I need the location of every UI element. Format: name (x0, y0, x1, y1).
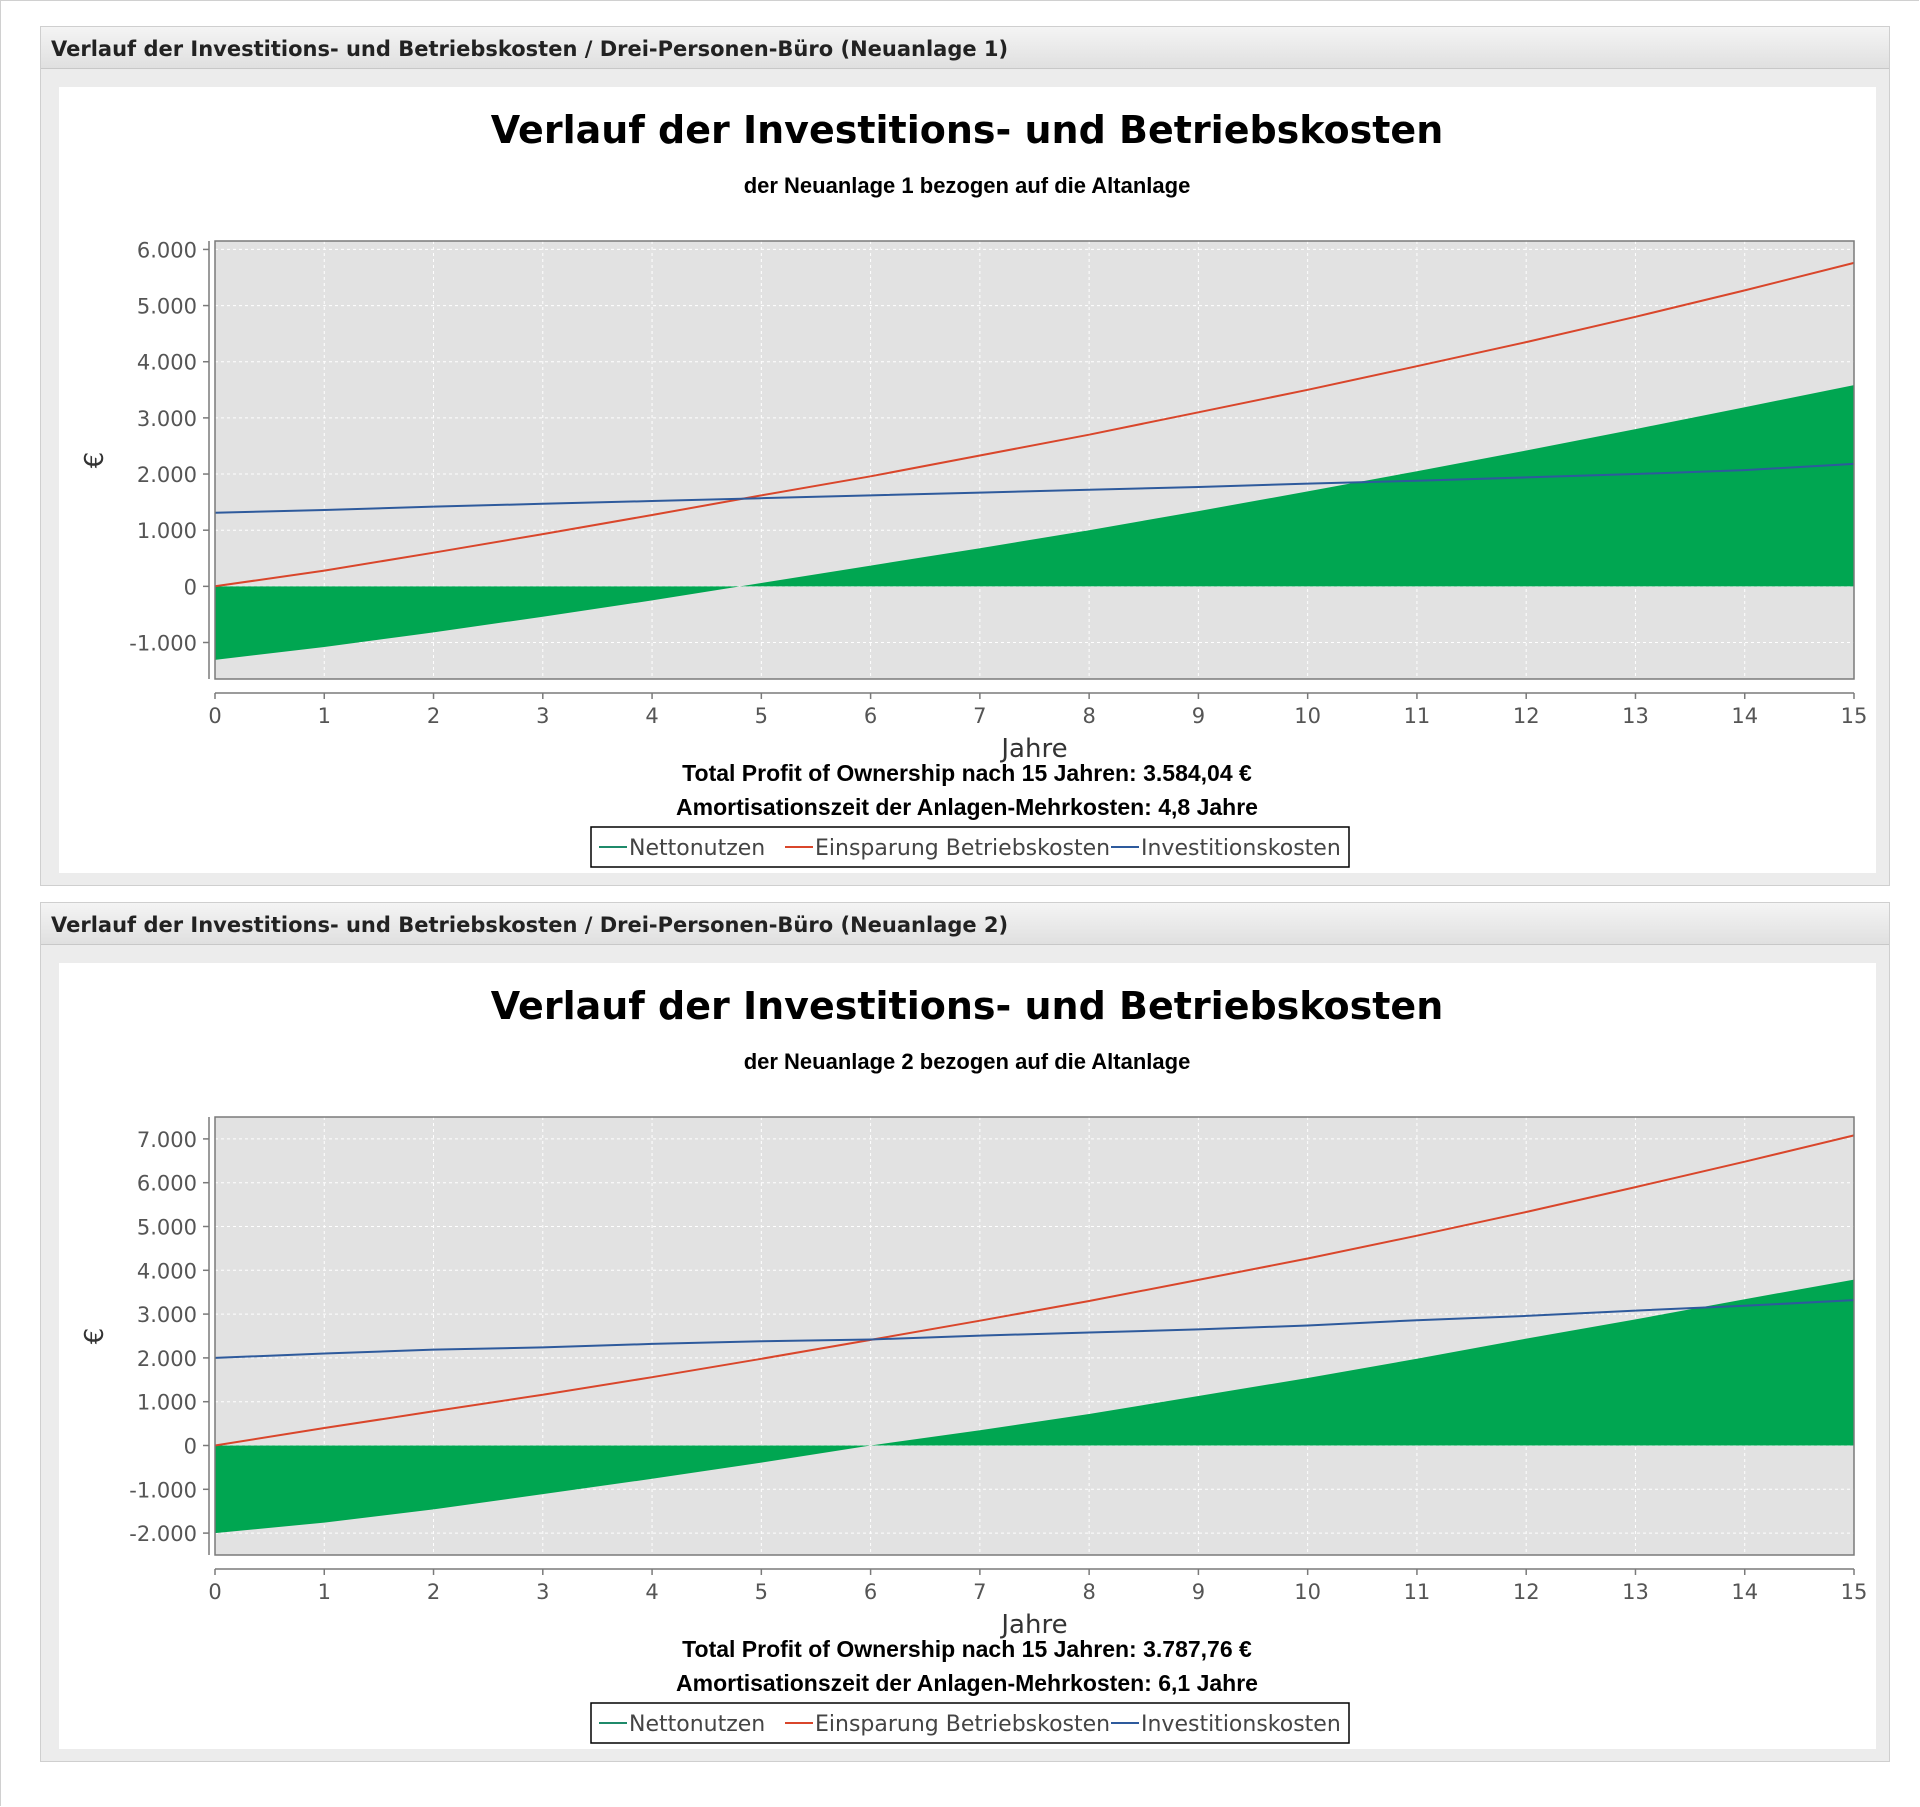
legend-entry-label: Nettonutzen (629, 1712, 765, 1737)
panel-title: Verlauf der Investitions- und Betriebsko… (51, 37, 1009, 61)
y-tick-label: 4.000 (137, 1259, 197, 1283)
chart-legend (590, 826, 1350, 868)
plot-border (214, 1116, 1855, 1556)
panel-header: Verlauf der Investitions- und Betriebsko… (41, 27, 1889, 69)
y-axis-label: € (80, 1328, 110, 1345)
x-tick-label: 11 (1404, 1580, 1431, 1604)
chart-title: Verlauf der Investitions- und Betriebsko… (491, 984, 1444, 1028)
x-tick-label: 1 (318, 704, 331, 728)
y-tick-label: 0 (184, 1435, 197, 1459)
y-tick-label: -1.000 (129, 632, 197, 656)
series-area-nettonutzen (215, 1279, 1854, 1534)
x-tick-label: 6 (864, 1580, 877, 1604)
y-tick-label: 5.000 (137, 1216, 197, 1240)
chart-subtitle: der Neuanlage 2 bezogen auf die Altanlag… (744, 1049, 1191, 1074)
x-tick-label: 4 (645, 704, 658, 728)
summary-amortisation: Amortisationszeit der Anlagen-Mehrkosten… (676, 794, 1258, 820)
x-tick-label: 6 (864, 704, 877, 728)
x-tick-label: 2 (427, 1580, 440, 1604)
y-tick-label: 4.000 (137, 351, 197, 375)
summary-total-profit: Total Profit of Ownership nach 15 Jahren… (682, 760, 1252, 786)
x-tick-label: 14 (1731, 1580, 1758, 1604)
chart-card: Verlauf der Investitions- und Betriebsko… (59, 963, 1876, 1749)
chart-card: Verlauf der Investitions- und Betriebsko… (59, 87, 1876, 873)
legend-entry-label: Einsparung Betriebskosten (815, 836, 1110, 861)
series-line-einsparung (214, 261, 1855, 588)
x-tick-label: 9 (1192, 704, 1205, 728)
x-tick-label: 12 (1513, 1580, 1540, 1604)
chart-neuanlage-1: Verlauf der Investitions- und Betriebsko… (80, 108, 1868, 868)
x-tick-label: 15 (1841, 704, 1868, 728)
x-axis-label: Jahre (999, 1610, 1067, 1640)
x-tick-label: 12 (1513, 704, 1540, 728)
x-tick-label: 8 (1082, 1580, 1095, 1604)
chart-title: Verlauf der Investitions- und Betriebsko… (491, 108, 1444, 152)
y-tick-label: 1.000 (137, 1391, 197, 1415)
x-tick-label: 10 (1294, 1580, 1321, 1604)
x-tick-label: 10 (1294, 704, 1321, 728)
x-axis-label: Jahre (999, 734, 1067, 764)
y-tick-label: 6.000 (137, 1172, 197, 1196)
panel-neuanlage-2: Verlauf der Investitions- und Betriebsko… (40, 902, 1890, 1762)
summary-amortisation: Amortisationszeit der Anlagen-Mehrkosten… (676, 1670, 1258, 1696)
x-tick-label: 13 (1622, 1580, 1649, 1604)
x-tick-label: 1 (318, 1580, 331, 1604)
y-tick-label: 5.000 (137, 295, 197, 319)
y-tick-label: 2.000 (137, 463, 197, 487)
x-tick-label: 7 (973, 1580, 986, 1604)
y-tick-label: 3.000 (137, 1303, 197, 1327)
chart-neuanlage-2: Verlauf der Investitions- und Betriebsko… (80, 984, 1868, 1744)
x-tick-label: 13 (1622, 704, 1649, 728)
x-tick-label: 0 (208, 704, 221, 728)
panel-header: Verlauf der Investitions- und Betriebsko… (41, 903, 1889, 945)
panel-neuanlage-1: Verlauf der Investitions- und Betriebsko… (40, 26, 1890, 886)
summary-total-profit: Total Profit of Ownership nach 15 Jahren… (682, 1636, 1252, 1662)
x-tick-label: 5 (755, 1580, 768, 1604)
legend-entry-label: Investitionskosten (1141, 836, 1341, 861)
x-tick-label: 4 (645, 1580, 658, 1604)
series-line-einsparung (214, 1134, 1855, 1447)
legend-entry-label: Einsparung Betriebskosten (815, 1712, 1110, 1737)
x-tick-label: 14 (1731, 704, 1758, 728)
y-axis-label: € (80, 452, 110, 469)
x-tick-label: 9 (1192, 1580, 1205, 1604)
chart-legend (590, 1702, 1350, 1744)
y-tick-label: 7.000 (137, 1128, 197, 1152)
x-tick-label: 11 (1404, 704, 1431, 728)
plot-border (214, 240, 1855, 680)
x-tick-label: 0 (208, 1580, 221, 1604)
x-tick-label: 7 (973, 704, 986, 728)
y-tick-label: 6.000 (137, 238, 197, 262)
x-tick-label: 3 (536, 1580, 549, 1604)
x-tick-label: 3 (536, 704, 549, 728)
series-area-nettonutzen (215, 385, 1854, 660)
y-tick-label: -1.000 (129, 1478, 197, 1502)
y-tick-label: -2.000 (129, 1522, 197, 1546)
y-tick-label: 2.000 (137, 1347, 197, 1371)
chart-subtitle: der Neuanlage 1 bezogen auf die Altanlag… (744, 173, 1191, 198)
x-tick-label: 2 (427, 704, 440, 728)
x-tick-label: 8 (1082, 704, 1095, 728)
x-tick-label: 5 (755, 704, 768, 728)
y-tick-label: 1.000 (137, 519, 197, 543)
legend-entry-label: Investitionskosten (1141, 1712, 1341, 1737)
panel-title: Verlauf der Investitions- und Betriebsko… (51, 913, 1009, 937)
y-tick-label: 0 (184, 575, 197, 599)
legend-entry-label: Nettonutzen (629, 836, 765, 861)
y-tick-label: 3.000 (137, 407, 197, 431)
x-tick-label: 15 (1841, 1580, 1868, 1604)
series-line-investitionskosten (214, 462, 1855, 514)
series-line-investitionskosten (214, 1299, 1855, 1359)
